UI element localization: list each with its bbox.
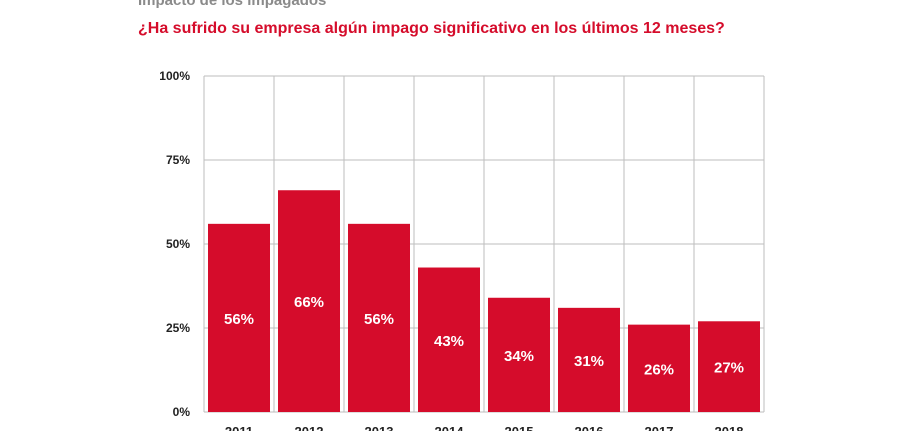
y-tick-label: 0% <box>173 405 191 419</box>
y-tick-label: 50% <box>166 237 190 251</box>
bar-2016 <box>558 307 620 412</box>
bar-value-label: 26% <box>644 361 674 378</box>
x-tick-label: 2018 <box>715 424 744 431</box>
y-tick-label: 100% <box>159 69 190 83</box>
bar-2015 <box>488 297 550 412</box>
chart-title: ¿Ha sufrido su empresa algún impago sign… <box>138 20 725 37</box>
x-tick-label: 2013 <box>365 424 394 431</box>
bar-2013 <box>348 223 410 412</box>
bar-value-label: 34% <box>504 348 534 365</box>
x-tick-label: 2014 <box>435 424 465 431</box>
chart-subtitle: Impacto de los impagados <box>138 0 327 9</box>
x-tick-label: 2016 <box>575 424 604 431</box>
x-tick-label: 2011 <box>225 424 253 431</box>
bar-value-label: 56% <box>364 311 394 328</box>
y-tick-label: 75% <box>166 153 190 167</box>
bar-value-label: 43% <box>434 333 464 350</box>
bar-value-label: 27% <box>714 360 744 377</box>
bar-value-label: 56% <box>224 311 254 328</box>
bar-2018 <box>698 321 760 412</box>
bar-value-label: 31% <box>574 353 604 370</box>
bar-2017 <box>628 324 690 412</box>
y-tick-label: 25% <box>166 321 190 335</box>
bar-2014 <box>418 267 480 412</box>
x-tick-label: 2017 <box>645 424 674 431</box>
x-tick-label: 2015 <box>505 424 534 431</box>
x-tick-label: 2012 <box>295 424 324 431</box>
bar-2012 <box>278 190 340 412</box>
bar-2011 <box>208 223 270 412</box>
bar-value-label: 66% <box>294 294 324 311</box>
